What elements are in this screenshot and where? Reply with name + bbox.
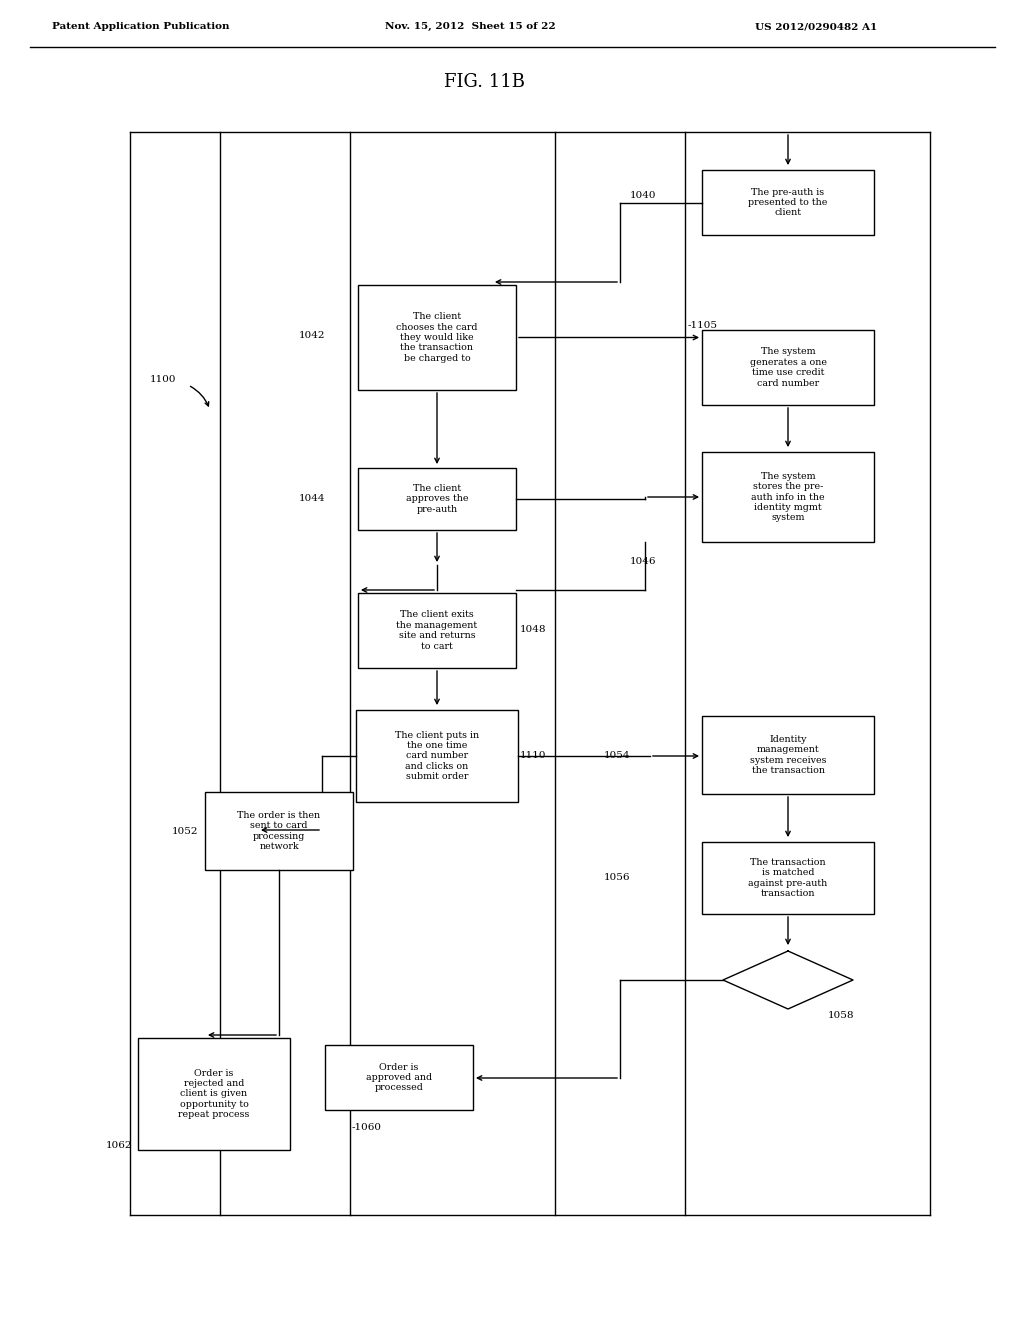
Text: The client
approves the
pre-auth: The client approves the pre-auth: [406, 484, 468, 513]
Text: -1060: -1060: [352, 1123, 382, 1133]
Text: 1054: 1054: [603, 751, 630, 759]
Bar: [358, 593, 516, 668]
Text: The order is then
sent to card
processing
network: The order is then sent to card processin…: [238, 810, 321, 851]
Bar: [702, 842, 874, 913]
Text: The system
generates a one
time use credit
card number: The system generates a one time use cred…: [750, 347, 826, 388]
Bar: [356, 710, 518, 803]
Text: 1042: 1042: [299, 330, 325, 339]
Bar: [702, 330, 874, 405]
Polygon shape: [723, 950, 853, 1008]
Text: 1044: 1044: [299, 495, 325, 503]
Text: -1105: -1105: [688, 321, 718, 330]
Text: The client
chooses the card
they would like
the transaction
be charged to: The client chooses the card they would l…: [396, 313, 478, 363]
Text: 1048: 1048: [520, 626, 547, 635]
Bar: [358, 469, 516, 531]
Text: Order is
approved and
processed: Order is approved and processed: [366, 1063, 432, 1093]
Text: 1040: 1040: [630, 190, 656, 199]
Bar: [702, 715, 874, 795]
Text: 1058: 1058: [828, 1011, 854, 1019]
Text: US 2012/0290482 A1: US 2012/0290482 A1: [755, 22, 878, 30]
Text: 1052: 1052: [171, 826, 198, 836]
Text: The client exits
the management
site and returns
to cart: The client exits the management site and…: [396, 610, 477, 651]
Text: FIG. 11B: FIG. 11B: [444, 73, 525, 91]
Text: The client puts in
the one time
card number
and clicks on
submit order: The client puts in the one time card num…: [395, 731, 479, 781]
Bar: [702, 451, 874, 543]
Bar: [325, 1045, 473, 1110]
Text: 1100: 1100: [150, 375, 176, 384]
Bar: [205, 792, 353, 870]
Text: The system
stores the pre-
auth info in the
identity mgmt
system: The system stores the pre- auth info in …: [752, 471, 824, 523]
Text: Nov. 15, 2012  Sheet 15 of 22: Nov. 15, 2012 Sheet 15 of 22: [385, 22, 556, 30]
Text: The transaction
is matched
against pre-auth
transaction: The transaction is matched against pre-a…: [749, 858, 827, 898]
Text: 1056: 1056: [603, 874, 630, 883]
Text: 1046: 1046: [630, 557, 656, 566]
Text: 1110: 1110: [520, 751, 547, 759]
Text: The pre-auth is
presented to the
client: The pre-auth is presented to the client: [749, 187, 827, 218]
Text: Order is
rejected and
client is given
opportunity to
repeat process: Order is rejected and client is given op…: [178, 1069, 250, 1119]
Text: 1062: 1062: [105, 1140, 132, 1150]
Bar: [358, 285, 516, 389]
Text: Identity
management
system receives
the transaction: Identity management system receives the …: [750, 735, 826, 775]
Text: Patent Application Publication: Patent Application Publication: [52, 22, 229, 30]
Bar: [702, 170, 874, 235]
Bar: [138, 1038, 290, 1150]
